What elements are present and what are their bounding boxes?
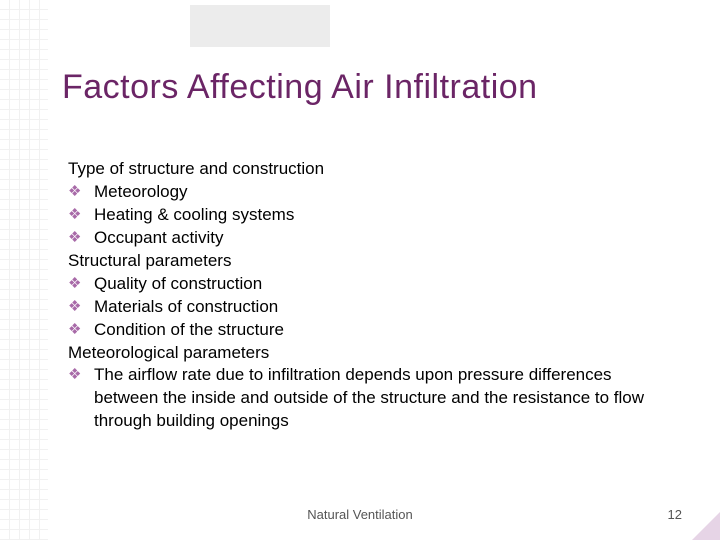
list-item-text: Condition of the structure xyxy=(94,320,284,339)
diamond-bullet-icon: ❖ xyxy=(68,320,81,340)
page-number: 12 xyxy=(668,507,682,522)
list-item: ❖ Quality of construction xyxy=(68,273,670,296)
diamond-bullet-icon: ❖ xyxy=(68,297,81,317)
slide-title: Factors Affecting Air Infiltration xyxy=(62,68,538,107)
list-item: ❖ Meteorology xyxy=(68,181,670,204)
list-item-text: Quality of construction xyxy=(94,274,262,293)
slide-body: Type of structure and construction ❖Mete… xyxy=(68,158,670,433)
diamond-bullet-icon: ❖ xyxy=(68,228,81,248)
diamond-bullet-icon: ❖ xyxy=(68,205,81,225)
section-heading-0: Type of structure and construction xyxy=(68,158,670,181)
section-heading-2: Meteorological parameters xyxy=(68,342,670,365)
footer-text: Natural Ventilation xyxy=(0,507,720,522)
list-item: ❖ Occupant activity xyxy=(68,227,670,250)
slide: Factors Affecting Air Infiltration Type … xyxy=(0,0,720,540)
list-item-text: Meteorology xyxy=(94,182,188,201)
list-item-text: Occupant activity xyxy=(94,228,223,247)
section-list-1: ❖ Quality of construction ❖ Materials of c… xyxy=(68,273,670,342)
list-item: ❖ Condition of the structure xyxy=(68,319,670,342)
diamond-bullet-icon: ❖ xyxy=(68,365,81,385)
section-heading-1: Structural parameters xyxy=(68,250,670,273)
list-item-text: Materials of construction xyxy=(94,297,278,316)
list-item: ❖ Heating & cooling systems xyxy=(68,204,670,227)
list-item: ❖ Materials of construction xyxy=(68,296,670,319)
diamond-bullet-icon: ❖ xyxy=(68,274,81,294)
top-accent-bar xyxy=(190,5,330,47)
list-item-text: Heating & cooling systems xyxy=(94,205,294,224)
list-item-text: The airflow rate due to infiltration dep… xyxy=(94,365,644,430)
section-list-0: ❖Meteorology ❖Heating & cooling systems … xyxy=(68,181,670,250)
left-grid-pattern xyxy=(0,0,48,540)
section-list-2: ❖ The airflow rate due to infiltration de… xyxy=(68,364,670,433)
diamond-bullet-icon: ❖ xyxy=(68,182,81,202)
list-item: ❖ The airflow rate due to infiltration de… xyxy=(68,364,670,433)
